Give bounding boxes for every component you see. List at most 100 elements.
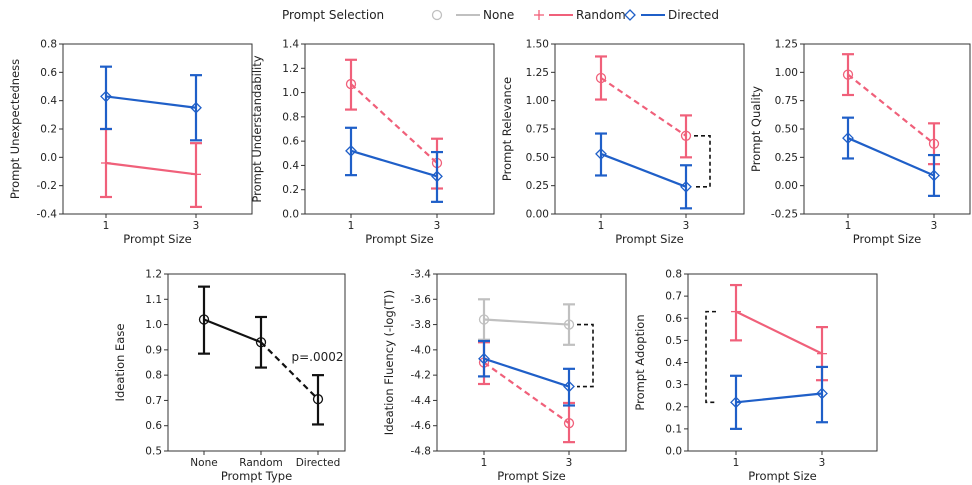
legend-label-random: Random bbox=[576, 8, 626, 22]
error-bar bbox=[595, 132, 607, 177]
data-point bbox=[478, 314, 490, 325]
error-bar bbox=[478, 298, 490, 341]
y-tick-label: 0.5 bbox=[665, 335, 682, 347]
y-tick-label: 1.25 bbox=[526, 67, 549, 79]
series-line-segment bbox=[600, 152, 687, 188]
chart-quality: -0.25 0.00 0.25 0.50 0.75 1.00 1.25 1 3 Prompt Si… bbox=[749, 39, 971, 246]
y-tick-label: 1.00 bbox=[775, 67, 798, 79]
error-bar bbox=[190, 74, 202, 142]
series-directed bbox=[730, 365, 828, 430]
error-bar bbox=[255, 315, 267, 369]
y-axis-title: Prompt Understandability bbox=[250, 55, 264, 202]
y-tick-label: -4.8 bbox=[411, 446, 432, 458]
y-tick-label: 0.6 bbox=[282, 136, 299, 148]
y-tick-label: 0.2 bbox=[665, 401, 682, 413]
y-tick-label: 0.25 bbox=[526, 180, 549, 192]
series-random bbox=[595, 55, 692, 159]
y-axis-title: Ideation Ease bbox=[113, 324, 127, 402]
y-tick-label: -0.25 bbox=[771, 209, 798, 221]
series-line-segment bbox=[350, 83, 438, 164]
legend-item-none: None bbox=[431, 8, 514, 22]
y-axis-title: Ideation Fluency (-log(T)) bbox=[382, 290, 396, 435]
series-line-segment bbox=[735, 310, 823, 355]
y-tick-label: 0.4 bbox=[665, 357, 682, 369]
data-point bbox=[198, 314, 210, 325]
series-random bbox=[100, 127, 202, 209]
y-tick-label: -0.2 bbox=[37, 180, 58, 192]
y-tick-label: 0.75 bbox=[775, 95, 798, 107]
error-bar bbox=[198, 285, 210, 355]
x-tick-label: 1 bbox=[733, 457, 740, 469]
data-point bbox=[100, 90, 112, 103]
error-bar bbox=[100, 65, 112, 131]
x-tick-label: 1 bbox=[481, 457, 488, 469]
error-bar bbox=[478, 339, 490, 378]
y-tick-label: 0.25 bbox=[775, 152, 798, 164]
y-tick-label: 0.50 bbox=[526, 152, 549, 164]
y-tick-label: 0.4 bbox=[282, 160, 299, 172]
series-random bbox=[730, 283, 828, 382]
y-tick-label: 0.9 bbox=[145, 344, 162, 356]
series-line-segment bbox=[483, 318, 570, 326]
y-tick-label: 0.6 bbox=[665, 313, 682, 325]
y-tick-label: 0.00 bbox=[526, 209, 549, 221]
x-tick-label: 1 bbox=[103, 220, 110, 232]
y-tick-label: 0.7 bbox=[665, 291, 682, 303]
plot-frame bbox=[436, 273, 627, 452]
data-point bbox=[817, 348, 827, 359]
data-point bbox=[345, 144, 357, 157]
y-tick-label: 1.0 bbox=[145, 319, 162, 331]
error-bar bbox=[680, 114, 692, 159]
error-bar bbox=[730, 374, 742, 430]
y-tick-label: 1.25 bbox=[775, 39, 798, 51]
significance-bracket bbox=[705, 310, 716, 404]
y-axis-title: Prompt Adoption bbox=[633, 314, 647, 410]
y-tick-label: -3.4 bbox=[411, 269, 432, 281]
data-point bbox=[928, 169, 940, 182]
legend-label-directed: Directed bbox=[668, 8, 719, 22]
error-bar bbox=[563, 367, 575, 407]
significance-bracket bbox=[577, 323, 594, 388]
series-line-segment bbox=[847, 73, 935, 145]
x-axis-title: Prompt Size bbox=[853, 232, 922, 246]
error-bar bbox=[345, 126, 357, 177]
error-bar bbox=[431, 150, 443, 203]
legend-item-random: Random bbox=[534, 8, 626, 22]
series-line-segment bbox=[105, 161, 197, 176]
y-tick-label: 1.4 bbox=[282, 39, 299, 51]
plot-frame bbox=[62, 43, 253, 215]
y-tick-label: 0.6 bbox=[145, 420, 162, 432]
data-point bbox=[563, 380, 575, 393]
data-point bbox=[816, 387, 828, 400]
y-tick-label: 1.1 bbox=[145, 294, 162, 306]
data-point bbox=[431, 170, 443, 183]
data-point bbox=[312, 394, 324, 405]
error-bar bbox=[345, 58, 357, 111]
x-tick-label: 3 bbox=[683, 220, 690, 232]
data-point bbox=[842, 132, 854, 144]
x-tick-label: 3 bbox=[434, 220, 441, 232]
legend-marker-random bbox=[534, 10, 544, 20]
x-tick-label: 3 bbox=[819, 457, 826, 469]
error-bar bbox=[312, 374, 324, 426]
y-tick-label: -4.4 bbox=[411, 395, 432, 407]
error-bar bbox=[595, 55, 607, 101]
y-tick-label: 0.8 bbox=[282, 111, 299, 123]
chart-ideation-fluency: -4.8 -4.6 -4.4 -4.2 -4.0 -3.8 -3.6 -3.4 1 3Prompt… bbox=[382, 269, 627, 483]
data-point bbox=[730, 396, 742, 409]
data-point bbox=[101, 158, 111, 168]
series-directed bbox=[842, 116, 940, 197]
x-axis-title: Prompt Type bbox=[221, 469, 292, 483]
plot-frame bbox=[687, 273, 878, 452]
data-point bbox=[680, 130, 692, 141]
x-tick-label: 3 bbox=[566, 457, 573, 469]
series-line-segment bbox=[483, 357, 570, 388]
error-bar bbox=[842, 116, 854, 160]
series-line-segment bbox=[847, 137, 935, 177]
y-tick-label: 0.5 bbox=[145, 446, 162, 458]
data-point bbox=[842, 69, 854, 80]
series-directed bbox=[100, 65, 202, 142]
